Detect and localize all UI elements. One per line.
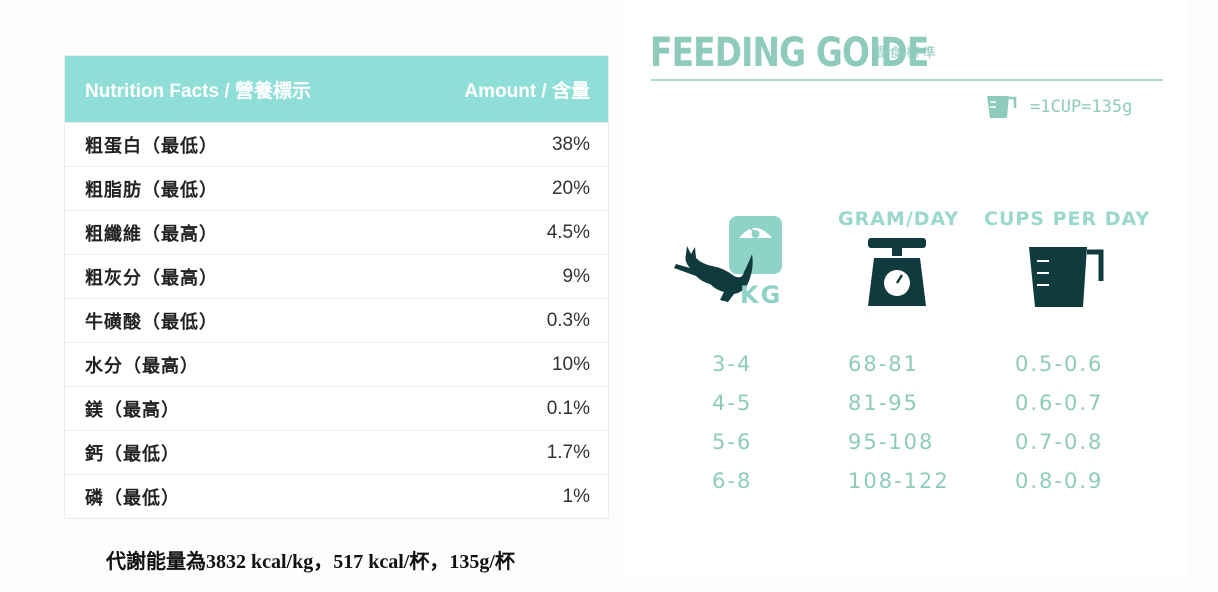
cup-note-text: =1CUP=135g <box>1030 97 1133 117</box>
table-row: 水分（最高） 10% <box>65 342 608 386</box>
cups-value: 0.5-0.6 <box>1015 352 1104 376</box>
header-nutrition-facts: Nutrition Facts / 營養標示 <box>85 80 311 102</box>
nutrient-value: 38% <box>551 133 590 155</box>
table-row: 鈣（最低） 1.7% <box>65 430 608 474</box>
table-row: 粗蛋白（最低） 38% <box>65 122 608 166</box>
gram-per-day-heading: GRAM/DAY <box>838 208 960 230</box>
kitchen-scale-icon <box>868 238 926 306</box>
gram-column: 68-81 81-95 95-108 108-122 <box>848 350 950 506</box>
nutrient-value: 9% <box>562 265 590 287</box>
nutrient-name: 粗灰分（最高） <box>85 267 218 289</box>
weight-column: 3-4 4-5 5-6 6-8 <box>712 350 752 506</box>
kg-label: KG <box>740 281 783 309</box>
table-row: 牛磺酸（最低） 0.3% <box>65 298 608 342</box>
gram-value: 95-108 <box>848 430 935 454</box>
nutrient-value: 10% <box>551 353 590 375</box>
weight-scale-icon <box>729 216 782 274</box>
nutrient-name: 水分（最高） <box>85 355 199 377</box>
table-row: 粗脂肪（最低） 20% <box>65 166 608 210</box>
cups-column: 0.5-0.6 0.6-0.7 0.7-0.8 0.8-0.9 <box>1015 350 1103 506</box>
feeding-guide-subtitle: 餵食標準 <box>872 46 941 61</box>
table-row: 磷（最低） 1% <box>65 474 608 518</box>
nutrient-name: 磷（最低） <box>85 487 180 509</box>
nutrient-name: 鈣（最低） <box>85 443 180 465</box>
nutrient-value: 1.7% <box>546 441 590 463</box>
table-row: 鎂（最高） 0.1% <box>65 386 608 430</box>
nutrient-name: 鎂（最高） <box>85 399 180 421</box>
table-row: 粗灰分（最高） 9% <box>65 254 608 298</box>
energy-note: 代謝能量為3832 kcal/kg，517 kcal/杯，135g/杯 <box>106 551 515 573</box>
feeding-guide-title: FEEDING GOIDE <box>650 30 929 76</box>
cat-icon <box>674 246 753 302</box>
nutrient-name: 粗纖維（最高） <box>85 223 218 245</box>
nutrition-table: Nutrition Facts / 營養標示 Amount / 含量 粗蛋白（最… <box>64 55 609 519</box>
cups-value: 0.6-0.7 <box>1015 391 1104 415</box>
gram-value: 68-81 <box>848 352 920 376</box>
weight-value: 3-4 <box>712 352 753 376</box>
weight-value: 5-6 <box>712 430 753 454</box>
weight-value: 4-5 <box>712 391 753 415</box>
gram-value: 108-122 <box>848 469 950 493</box>
cup-icon <box>987 96 1017 118</box>
cups-value: 0.7-0.8 <box>1015 430 1104 454</box>
cup-note: =1CUP=135g <box>986 94 1132 120</box>
cups-per-day-heading: CUPS PER DAY <box>984 208 1151 230</box>
measuring-cup-icon <box>1029 247 1104 307</box>
gram-value: 81-95 <box>848 391 920 415</box>
nutrient-name: 牛磺酸（最低） <box>85 311 218 333</box>
nutrient-value: 4.5% <box>546 221 590 243</box>
nutrient-value: 0.3% <box>546 309 590 331</box>
nutrient-value: 0.1% <box>546 397 590 419</box>
cups-value: 0.8-0.9 <box>1015 469 1104 493</box>
nutrient-value: 20% <box>551 177 590 199</box>
nutrient-name: 粗脂肪（最低） <box>85 179 218 201</box>
table-row: 粗纖維（最高） 4.5% <box>65 210 608 254</box>
weight-value: 6-8 <box>712 469 753 493</box>
nutrient-value: 1% <box>562 485 590 507</box>
nutrient-name: 粗蛋白（最低） <box>85 135 218 157</box>
nutrition-table-header: Nutrition Facts / 營養標示 Amount / 含量 <box>65 56 608 122</box>
header-amount: Amount / 含量 <box>464 80 590 102</box>
title-divider <box>651 79 1163 81</box>
